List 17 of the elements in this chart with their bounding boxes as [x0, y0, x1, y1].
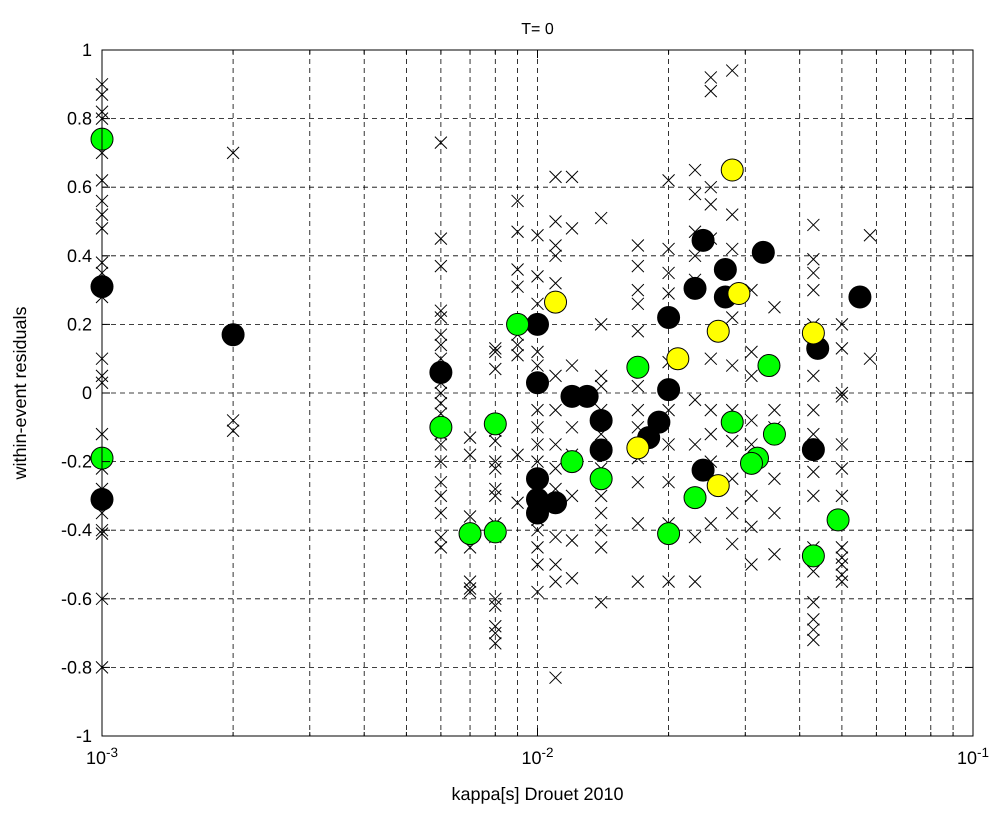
y-axis-title: within-event residuals [10, 306, 30, 481]
y-tick-label: 1 [82, 40, 92, 60]
y-tick-label: 0.2 [66, 314, 92, 334]
x-tick-label: 10$^{-3}$ [86, 744, 118, 768]
y-tick-label: -1 [76, 726, 92, 746]
x-tick-label: 10$^{-2}$ [521, 744, 554, 768]
x-tick-label: 10$^{-1}$ [956, 744, 990, 768]
y-tick-label: 0 [82, 383, 92, 403]
y-tick-label: -0.4 [60, 520, 92, 540]
chart-title: T= 0 [521, 21, 554, 38]
y-tick-label: 0.6 [66, 177, 92, 198]
y-tick-label: -0.2 [60, 452, 92, 472]
y-tick-label: -0.6 [60, 588, 92, 609]
x-axis-title: kappa[s] Drouet 2010 [451, 784, 624, 804]
y-tick-label: 0.8 [66, 108, 92, 129]
y-tick-label: 0.4 [66, 246, 92, 266]
y-tick-label: -0.8 [60, 657, 92, 678]
